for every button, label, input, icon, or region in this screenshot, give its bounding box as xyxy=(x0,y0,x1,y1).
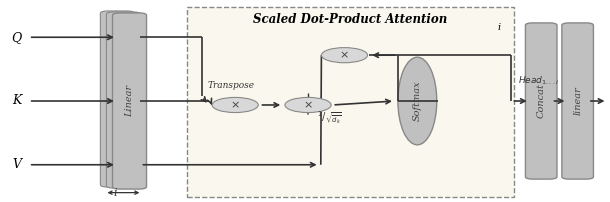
Text: ×: × xyxy=(340,50,349,60)
Text: i: i xyxy=(113,188,117,198)
Text: V: V xyxy=(12,158,21,171)
FancyBboxPatch shape xyxy=(562,23,594,179)
Circle shape xyxy=(285,97,331,113)
Text: Q: Q xyxy=(12,31,22,44)
Text: Concat: Concat xyxy=(537,84,546,118)
Text: linear: linear xyxy=(573,87,582,115)
Ellipse shape xyxy=(398,57,437,145)
FancyBboxPatch shape xyxy=(187,7,514,197)
Text: Scaled Dot-Product Attention: Scaled Dot-Product Attention xyxy=(253,13,448,26)
Circle shape xyxy=(212,97,258,113)
FancyBboxPatch shape xyxy=(106,12,140,188)
FancyBboxPatch shape xyxy=(525,23,557,179)
Text: Softmax: Softmax xyxy=(413,81,422,121)
Text: i: i xyxy=(498,23,501,32)
Text: ×: × xyxy=(231,100,240,110)
Text: $^1/_{\sqrt{\overline{d_k}}}$: $^1/_{\sqrt{\overline{d_k}}}$ xyxy=(317,110,342,127)
Text: Linear: Linear xyxy=(125,85,134,117)
Text: $\mathit{Head}_{1...i}$: $\mathit{Head}_{1...i}$ xyxy=(517,75,559,87)
Text: Transpose: Transpose xyxy=(208,81,255,90)
FancyBboxPatch shape xyxy=(112,13,146,189)
Text: ×: × xyxy=(303,100,313,110)
FancyBboxPatch shape xyxy=(101,11,134,187)
Text: K: K xyxy=(12,95,21,107)
Circle shape xyxy=(321,48,368,63)
